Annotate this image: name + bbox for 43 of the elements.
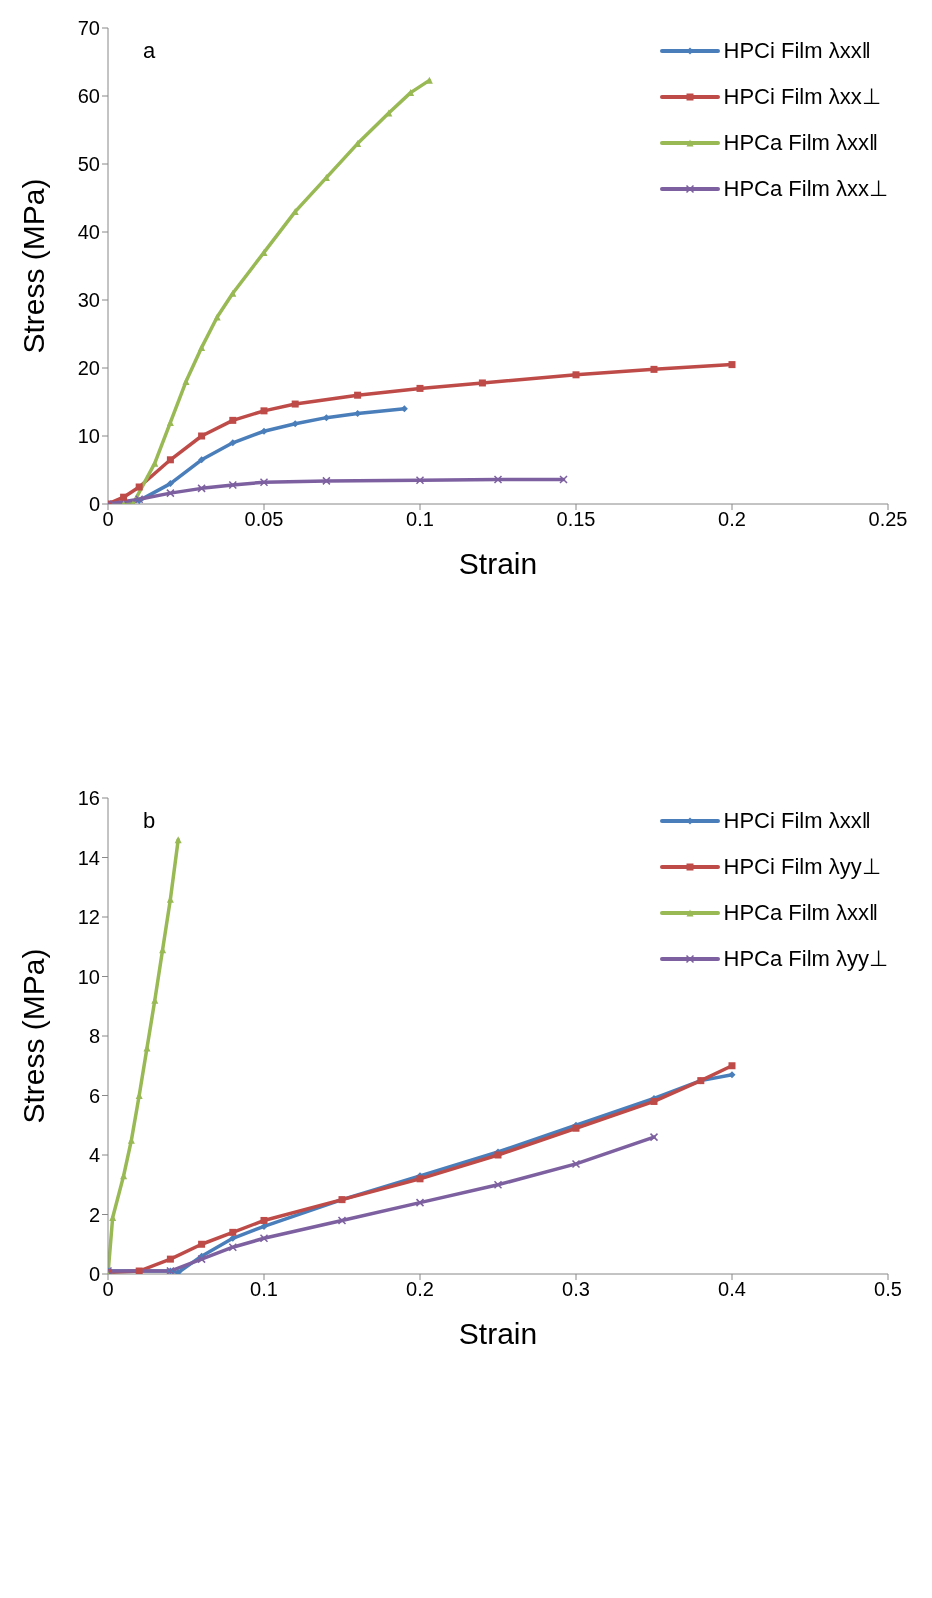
legend-label: HPCa Film λxx‖ (723, 129, 879, 157)
x-tick-label: 0 (102, 508, 114, 531)
y-tick-label: 0 (88, 1263, 100, 1286)
legend-label: HPCi Film λxx‖ (723, 807, 871, 835)
x-tick-label: 0.1 (250, 1278, 278, 1301)
y-tick-label: 16 (77, 787, 100, 810)
y-tick-label: 6 (88, 1084, 100, 1107)
y-tick-label: 0 (88, 493, 100, 516)
legend-label: HPCa Film λyy⊥ (723, 945, 888, 973)
y-tick-label: 60 (77, 85, 100, 108)
x-tick-label: 0.05 (244, 508, 284, 531)
legend-label: HPCa Film λxx⊥ (723, 175, 888, 203)
x-tick-label: 0.25 (868, 508, 908, 531)
y-tick-label: 12 (77, 906, 100, 929)
y-axis-title: Stress (MPa) (16, 948, 50, 1124)
x-tick-label: 0.1 (406, 508, 434, 531)
y-axis-title: Stress (MPa) (16, 178, 50, 354)
x-axis-title: Strain (458, 1317, 538, 1350)
y-tick-label: 70 (77, 17, 100, 40)
y-tick-label: 2 (88, 1203, 100, 1226)
x-tick-label: 0.4 (718, 1278, 746, 1301)
y-tick-label: 20 (77, 357, 100, 380)
y-tick-label: 8 (88, 1025, 100, 1048)
y-tick-label: 10 (77, 965, 100, 988)
legend-label: HPCi Film λxx⊥ (723, 83, 881, 111)
x-tick-label: 0.15 (556, 508, 596, 531)
annotation: b (143, 808, 156, 834)
x-tick-label: 0 (102, 1278, 114, 1301)
y-tick-label: 14 (77, 846, 100, 869)
x-tick-label: 0.2 (718, 508, 746, 531)
x-tick-label: 0.3 (562, 1278, 590, 1301)
x-tick-label: 0.2 (406, 1278, 434, 1301)
x-axis-title: Strain (458, 547, 538, 580)
y-tick-label: 30 (77, 289, 100, 312)
annotation: a (143, 38, 156, 64)
y-tick-label: 40 (77, 221, 100, 244)
legend-label: HPCi Film λxx‖ (723, 37, 871, 65)
x-tick-label: 0.5 (874, 1278, 902, 1301)
legend-label: HPCa Film λxx‖ (723, 899, 879, 927)
y-tick-label: 50 (77, 153, 100, 176)
legend-label: HPCi Film λyy⊥ (723, 853, 881, 881)
y-tick-label: 4 (88, 1144, 100, 1167)
y-tick-label: 10 (77, 425, 100, 448)
